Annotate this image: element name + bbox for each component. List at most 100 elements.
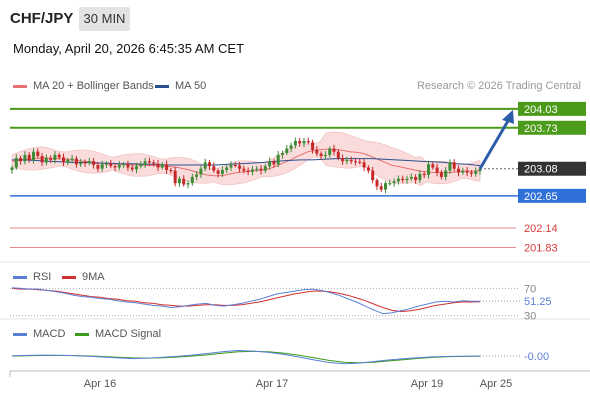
candle-body: [263, 166, 267, 171]
resistance-value-label: 204.03: [524, 104, 558, 116]
candle-body: [452, 162, 456, 169]
candle-body: [323, 154, 327, 157]
candle-body: [79, 162, 83, 165]
rsi-line: [11, 287, 481, 315]
rsi-ma-legend-label: 9MA: [82, 271, 105, 283]
candle-body: [354, 161, 357, 163]
candle-body: [439, 172, 443, 177]
candle-body: [212, 166, 216, 171]
candle-body: [444, 170, 448, 177]
candle-body: [392, 181, 396, 184]
candle-body: [375, 180, 379, 187]
candle-body: [139, 164, 143, 167]
candle-body: [276, 154, 280, 165]
candle-body: [92, 161, 96, 165]
candle-body: [315, 149, 319, 154]
ma20-swatch: [13, 84, 27, 88]
candle-body: [117, 165, 121, 168]
candle-body: [371, 170, 375, 181]
support-value-label: 202.65: [524, 191, 558, 203]
candle-body: [173, 170, 177, 184]
candle-body: [177, 178, 181, 184]
candle-body: [190, 176, 194, 184]
candle-body: [465, 170, 469, 173]
candle-body: [405, 178, 409, 181]
rsi-legend: RSI: [13, 271, 51, 283]
candle-body: [246, 170, 250, 172]
candle-body: [478, 168, 482, 172]
candle-body: [259, 168, 263, 171]
candle-body: [302, 141, 306, 144]
macd-signal-legend: MACD Signal: [75, 328, 161, 340]
candle-body: [396, 178, 400, 182]
candle-body: [448, 162, 452, 171]
candle-body: [409, 176, 413, 179]
candle-body: [414, 176, 418, 181]
candle-body: [147, 161, 151, 163]
candle-body: [122, 164, 126, 166]
candle-body: [165, 164, 169, 170]
rsi-ref-label: 30: [524, 311, 536, 323]
candle-body: [293, 141, 297, 146]
resistance-value-label: 203.73: [524, 123, 558, 135]
pivot-tag: [518, 161, 586, 176]
rsi-ma-legend: 9MA: [62, 271, 105, 283]
candle-body: [152, 162, 156, 164]
candle-body: [298, 141, 302, 144]
ma50-legend-label: MA 50: [175, 80, 207, 92]
candle-body: [422, 173, 426, 176]
candle-body: [366, 167, 370, 171]
target-value-label: 201.83: [524, 243, 558, 255]
macd-legend-label: MACD: [33, 328, 66, 340]
candle-body: [203, 162, 207, 169]
candle-body: [130, 167, 134, 170]
candle-body: [349, 159, 353, 162]
candle-body: [195, 174, 199, 177]
candle-body: [53, 154, 57, 160]
candle-body: [27, 154, 31, 160]
candle-body: [388, 183, 392, 185]
candle-body: [83, 162, 87, 164]
candle-body: [336, 151, 340, 158]
candle-body: [96, 165, 100, 169]
candle-body: [469, 172, 473, 174]
candle-body: [233, 165, 237, 166]
candle-body: [113, 166, 117, 168]
datetime-label: Monday, April 20, 2026 6:45:35 AM CET: [13, 41, 245, 56]
candle-body: [87, 161, 91, 164]
macd-legend: MACD: [13, 328, 65, 340]
candle-body: [23, 154, 27, 162]
candle-body: [143, 161, 147, 165]
candle-body: [208, 162, 211, 167]
candle-body: [401, 178, 405, 181]
ma20-legend-label: MA 20 + Bollinger Bands: [33, 80, 154, 92]
candle-body: [135, 166, 138, 170]
target-value-label: 202.14: [524, 223, 558, 235]
macd-value-label: -0.00: [524, 351, 549, 363]
candle-body: [100, 164, 104, 169]
macd-swatch: [13, 332, 27, 336]
candle-body: [474, 171, 478, 174]
candle-body: [427, 164, 430, 175]
projection-arrow: [478, 120, 510, 170]
candle-body: [62, 157, 65, 163]
rsi-legend-label: RSI: [33, 271, 52, 283]
candle-body: [332, 148, 336, 152]
candle-body: [328, 148, 332, 155]
candle-body: [220, 170, 224, 174]
timeframe-button[interactable]: 30 MIN: [79, 7, 130, 31]
candle-body: [384, 183, 387, 190]
candle-body: [250, 169, 254, 172]
candle-body: [182, 178, 186, 185]
candle-body: [238, 165, 242, 169]
ma20-legend: MA 20 + Bollinger Bands: [13, 80, 154, 92]
macd-signal-legend-label: MACD Signal: [95, 328, 162, 340]
rsi-swatch: [13, 275, 27, 279]
candle-body: [216, 170, 220, 174]
candle-body: [14, 158, 18, 168]
macd-signal-swatch: [75, 332, 89, 336]
candle-body: [156, 163, 160, 168]
candle-body: [70, 158, 74, 160]
candle-body: [379, 186, 383, 190]
